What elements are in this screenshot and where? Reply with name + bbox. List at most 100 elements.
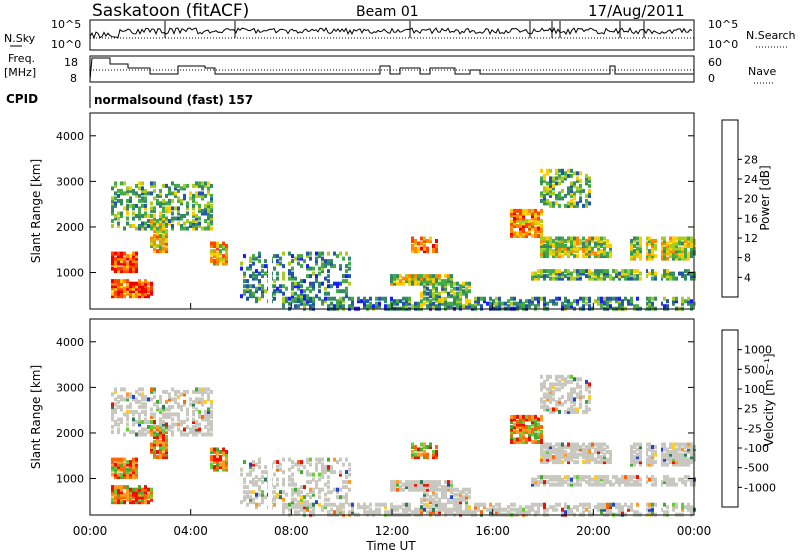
velocity-cell bbox=[546, 457, 549, 462]
velocity-cell bbox=[549, 482, 552, 487]
power-cell bbox=[150, 281, 153, 286]
velocity-cell bbox=[306, 502, 309, 507]
velocity-cell bbox=[606, 510, 609, 515]
velocity-cell bbox=[111, 492, 114, 497]
power-cell bbox=[114, 214, 117, 218]
power-cell bbox=[582, 254, 585, 259]
velocity-cell bbox=[432, 480, 435, 485]
velocity-cell bbox=[516, 420, 519, 424]
velocity-cell bbox=[111, 465, 114, 470]
power-cell bbox=[651, 246, 654, 251]
power-cell bbox=[435, 246, 438, 251]
power-cell bbox=[609, 254, 612, 259]
velocity-cell bbox=[441, 485, 444, 490]
velocity-cell bbox=[540, 457, 543, 462]
velocity-cell bbox=[546, 442, 549, 447]
velocity-cell bbox=[132, 475, 135, 480]
power-cell bbox=[138, 214, 141, 218]
velocity-cell bbox=[363, 510, 366, 515]
velocity-cell bbox=[636, 482, 639, 487]
velocity-cell bbox=[165, 414, 168, 419]
velocity-cell bbox=[216, 457, 219, 462]
power-cell bbox=[573, 183, 576, 188]
power-cell bbox=[570, 304, 573, 309]
velocity-cell bbox=[216, 447, 219, 452]
power-cell bbox=[210, 241, 213, 246]
velocity-cell bbox=[558, 452, 561, 457]
power-cell bbox=[609, 274, 612, 279]
power-cell bbox=[549, 251, 552, 256]
power-cell bbox=[192, 203, 195, 208]
power-cell bbox=[399, 299, 402, 304]
velocity-cell bbox=[645, 507, 648, 512]
velocity-cell bbox=[351, 505, 354, 510]
power-cell bbox=[612, 296, 615, 301]
power-cell bbox=[210, 214, 213, 218]
power-cell bbox=[210, 206, 213, 211]
power-cell bbox=[531, 296, 534, 301]
power-cell bbox=[549, 241, 552, 246]
power-cell bbox=[681, 256, 684, 261]
velocity-cell bbox=[399, 487, 402, 492]
velocity-cell bbox=[450, 500, 453, 505]
velocity-cell bbox=[561, 510, 564, 515]
velocity-cell bbox=[663, 477, 666, 482]
velocity-cell bbox=[561, 480, 564, 485]
power-cell bbox=[426, 246, 429, 251]
power-cell bbox=[579, 246, 582, 251]
power-cell bbox=[138, 291, 141, 296]
power-cell bbox=[423, 301, 426, 306]
velocity-cell bbox=[555, 502, 558, 507]
velocity-cell bbox=[207, 422, 210, 427]
velocity-cell bbox=[534, 440, 537, 444]
power-cell bbox=[135, 183, 138, 188]
power-cell bbox=[516, 301, 519, 306]
velocity-cell bbox=[138, 420, 141, 424]
power-cell bbox=[120, 269, 123, 274]
power-cell bbox=[660, 244, 663, 248]
power-cell bbox=[324, 286, 327, 291]
velocity-cell bbox=[603, 505, 606, 510]
velocity-cell bbox=[633, 455, 636, 460]
velocity-cell bbox=[615, 505, 618, 510]
velocity-cell bbox=[444, 510, 447, 515]
power-cell bbox=[585, 274, 588, 279]
velocity-cell bbox=[558, 482, 561, 487]
power-cell bbox=[441, 299, 444, 304]
velocity-cell bbox=[537, 502, 540, 507]
power-cell bbox=[543, 201, 546, 206]
velocity-cell bbox=[540, 374, 543, 379]
power-cell bbox=[531, 234, 534, 238]
power-cell bbox=[663, 269, 666, 274]
power-cell bbox=[561, 304, 564, 309]
power-cell bbox=[207, 186, 210, 191]
velocity-cell bbox=[264, 470, 267, 475]
velocity-cell bbox=[501, 507, 504, 512]
power-cell bbox=[564, 171, 567, 176]
velocity-cell bbox=[132, 465, 135, 470]
velocity-cell bbox=[123, 457, 126, 462]
velocity-cell bbox=[420, 480, 423, 485]
velocity-cell bbox=[555, 387, 558, 392]
power-cell bbox=[339, 299, 342, 304]
velocity-cell bbox=[468, 507, 471, 512]
velocity-cell bbox=[552, 457, 555, 462]
velocity-cell bbox=[216, 467, 219, 472]
power-cell bbox=[111, 211, 114, 216]
power-cell bbox=[201, 186, 204, 191]
velocity-cell bbox=[432, 507, 435, 512]
nsky-tick-top: 10^5 bbox=[51, 18, 81, 31]
power-cell bbox=[312, 304, 315, 309]
velocity-cell bbox=[561, 445, 564, 449]
velocity-cell bbox=[519, 425, 522, 429]
power-cell bbox=[561, 244, 564, 248]
velocity-cell bbox=[516, 440, 519, 444]
velocity-cell bbox=[192, 399, 195, 404]
velocity-cell bbox=[582, 447, 585, 452]
power-cell bbox=[651, 301, 654, 306]
power-cell bbox=[120, 211, 123, 216]
power-cell bbox=[525, 208, 528, 213]
velocity-cell bbox=[549, 407, 552, 412]
power-cell bbox=[555, 176, 558, 181]
